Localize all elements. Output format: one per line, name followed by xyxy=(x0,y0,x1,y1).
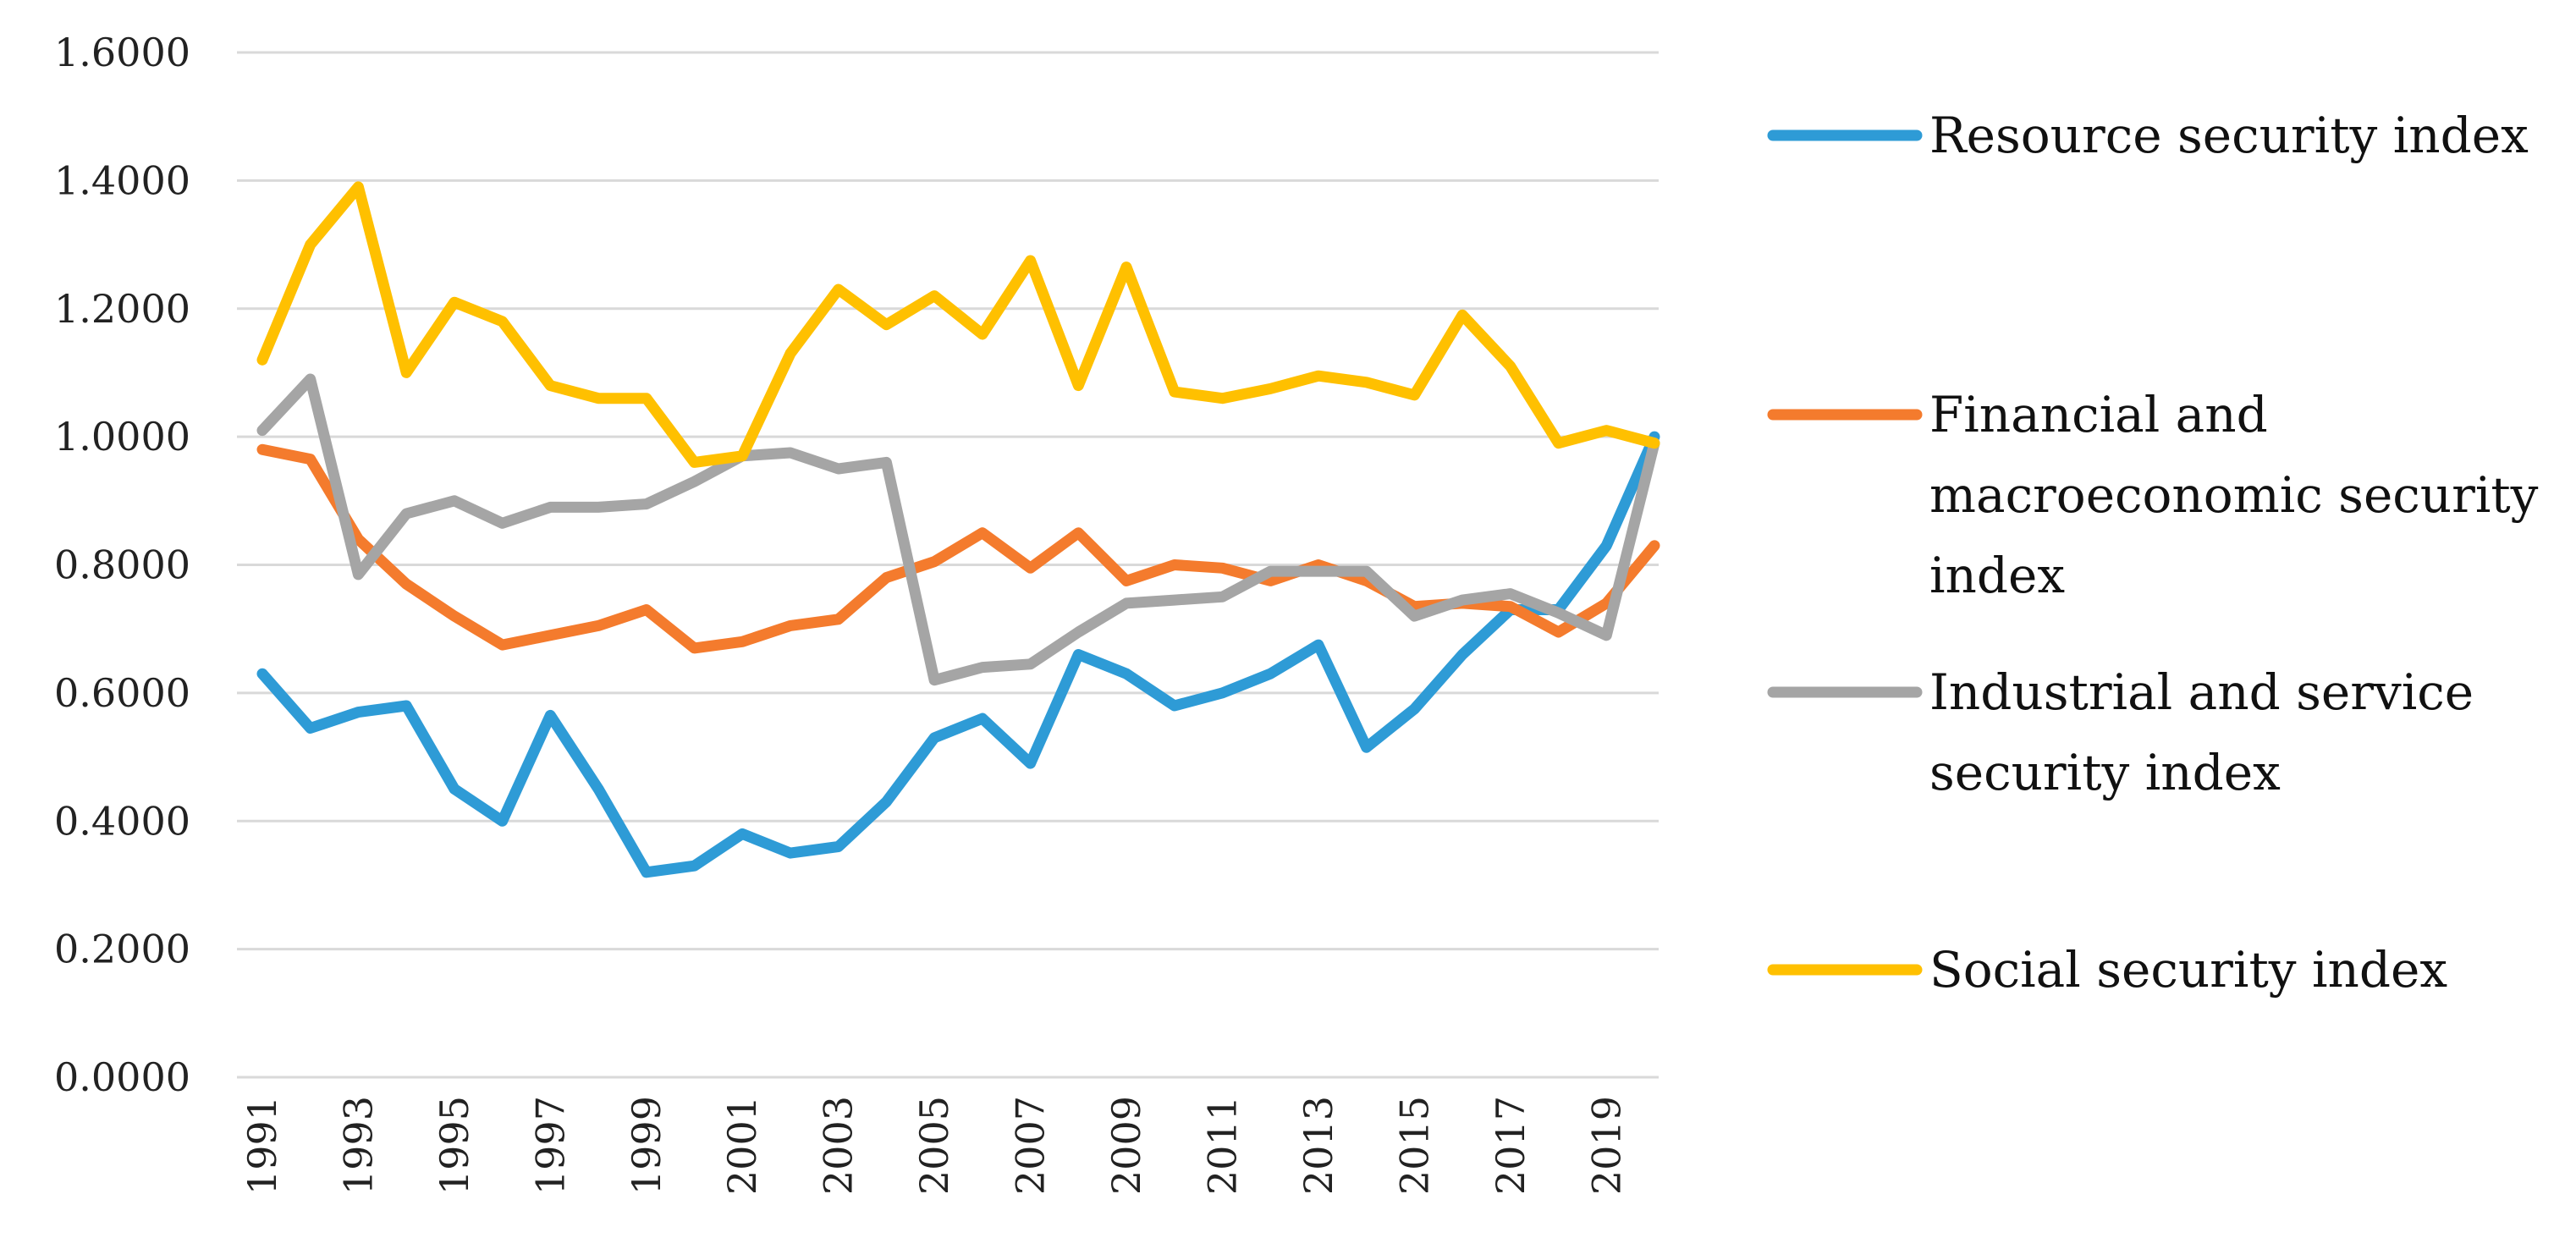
series-line-4 xyxy=(256,181,1660,468)
x-tick-label: 2009 xyxy=(1104,1096,1149,1195)
legend-label: macroeconomic security xyxy=(1929,466,2539,524)
legend-label: security index xyxy=(1929,744,2281,801)
legend: Resource security index Financial and macr… xyxy=(1767,107,2539,999)
x-tick-label: 2005 xyxy=(911,1096,957,1195)
y-tick-label: 1.6000 xyxy=(54,30,190,75)
axes: 0.0000 0.2000 0.4000 0.6000 0.8000 1.0000 1.20… xyxy=(54,30,1629,1195)
series-line-2 xyxy=(256,443,1660,654)
x-tick-label: 2011 xyxy=(1199,1096,1245,1195)
x-tick-label: 2015 xyxy=(1391,1096,1437,1195)
y-tick-label: 0.4000 xyxy=(54,798,190,844)
x-tick-label: 2019 xyxy=(1583,1096,1629,1195)
y-tick-label: 0.2000 xyxy=(54,927,190,972)
x-tick-label: 1991 xyxy=(239,1096,285,1195)
y-tick-label: 0.8000 xyxy=(54,542,190,588)
x-tick-label: 1997 xyxy=(527,1096,573,1195)
y-tick-label: 0.0000 xyxy=(54,1054,190,1100)
x-tick-label: 2013 xyxy=(1296,1096,1341,1195)
series-line-3 xyxy=(256,373,1660,686)
x-tick-label: 2001 xyxy=(719,1096,765,1195)
x-tick-label: 2017 xyxy=(1488,1096,1533,1195)
y-tick-label: 1.2000 xyxy=(54,286,190,332)
x-tick-label: 2003 xyxy=(816,1096,861,1195)
y-tick-label: 1.0000 xyxy=(54,414,190,459)
legend-label: Financial and xyxy=(1929,386,2268,443)
x-tick-label: 1999 xyxy=(624,1096,669,1195)
series-lines xyxy=(256,181,1660,878)
series-line-1 xyxy=(256,431,1660,878)
legend-label: Resource security index xyxy=(1929,107,2529,164)
x-tick-label: 1993 xyxy=(335,1096,381,1195)
y-tick-label: 0.6000 xyxy=(54,670,190,716)
legend-label: index xyxy=(1929,547,2065,604)
x-tick-label: 1995 xyxy=(432,1096,477,1195)
legend-label: Industrial and service xyxy=(1929,663,2474,721)
x-tick-label: 2007 xyxy=(1008,1096,1054,1195)
y-tick-label: 1.4000 xyxy=(54,157,190,203)
legend-label: Social security index xyxy=(1929,941,2447,999)
